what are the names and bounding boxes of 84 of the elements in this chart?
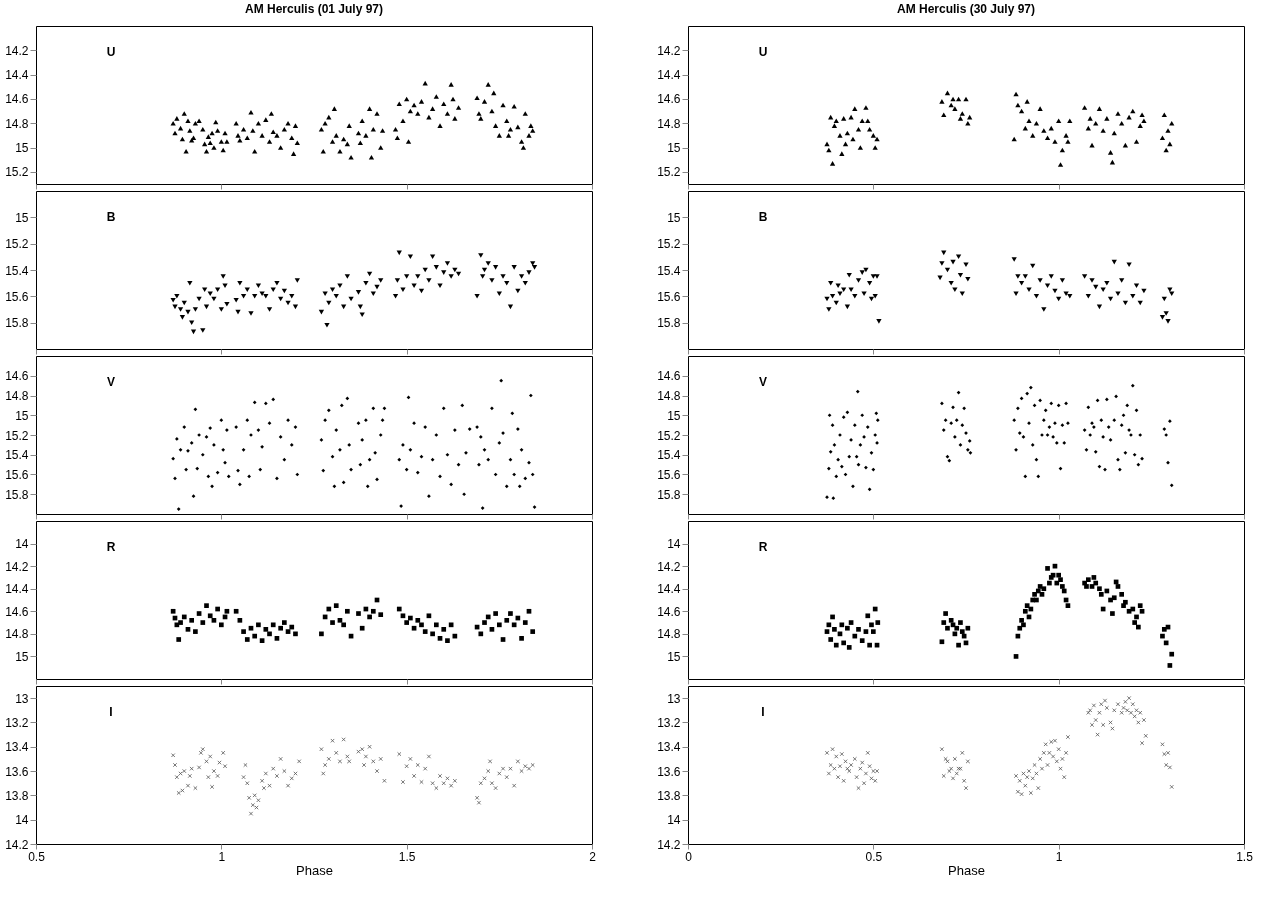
- annotation: V: [758, 375, 768, 389]
- x-tick-label: 0.5: [865, 849, 883, 864]
- chart-title: AM Herculis (30 July 97): [896, 2, 1036, 16]
- y-tick-label: 14.2: [657, 837, 681, 852]
- x-tick-label: 2: [589, 849, 597, 864]
- annotation: B: [758, 210, 768, 224]
- y-tick-label: 15: [15, 141, 29, 156]
- y-tick-label: 15.8: [657, 316, 681, 331]
- y-tick-label: 15.2: [5, 237, 29, 252]
- y-tick-label: 13.2: [5, 715, 29, 730]
- y-tick-label: 15.6: [657, 289, 681, 304]
- y-tick-label: 14.4: [657, 68, 681, 83]
- y-tick-label: 13: [15, 691, 29, 706]
- y-tick-label: 14.8: [657, 116, 681, 131]
- y-tick-label: 14: [15, 813, 29, 828]
- y-tick-label: 15.2: [657, 165, 681, 180]
- y-tick-label: 14.6: [5, 92, 29, 107]
- y-tick-label: 15: [667, 649, 681, 664]
- y-tick-label: 15.2: [657, 237, 681, 252]
- y-tick-label: 15.8: [5, 487, 29, 502]
- y-tick-label: 15.6: [657, 468, 681, 482]
- y-tick-label: 15: [667, 210, 681, 225]
- annotation: U: [106, 45, 116, 59]
- annotation: U: [758, 45, 768, 59]
- x-tick-label: 0: [685, 849, 693, 864]
- y-tick-label: 15.6: [5, 289, 29, 304]
- annotation: B: [106, 210, 116, 224]
- y-tick-label: 15: [667, 141, 681, 156]
- y-tick-label: 14.6: [657, 604, 681, 619]
- x-tick-label: 0.5: [28, 849, 46, 864]
- y-tick-label: 15: [15, 649, 29, 664]
- y-tick-label: 14.2: [5, 837, 29, 852]
- y-tick-label: 15.2: [5, 428, 29, 443]
- y-tick-label: 15.4: [5, 263, 29, 278]
- y-tick-label: 14.8: [5, 627, 29, 642]
- y-tick-label: 13.4: [5, 740, 29, 755]
- y-tick-label: 15: [667, 408, 681, 423]
- y-tick-label: 14.2: [5, 43, 29, 58]
- y-tick-label: 15.4: [5, 448, 29, 463]
- y-tick-label: 15.4: [657, 448, 681, 463]
- x-axis-title: Phase: [948, 862, 985, 878]
- y-tick-label: 14: [667, 537, 681, 552]
- y-tick-label: 13.8: [5, 788, 29, 803]
- chart-title: AM Herculis (01 July 97): [244, 2, 384, 16]
- y-tick-label: 14.4: [5, 582, 29, 597]
- y-tick-label: 14.2: [657, 43, 681, 58]
- y-tick-label: 14.8: [657, 627, 681, 642]
- x-tick-label: 1: [1055, 849, 1063, 864]
- y-tick-label: 15.2: [657, 428, 681, 443]
- annotation: R: [106, 540, 116, 554]
- y-tick-label: 13.6: [5, 764, 29, 779]
- y-tick-label: 15.6: [5, 468, 29, 482]
- y-tick-label: 15.8: [5, 316, 29, 331]
- y-tick-label: 14.8: [5, 389, 29, 403]
- y-tick-label: 14.6: [5, 369, 29, 384]
- y-tick-label: 13.2: [657, 715, 681, 730]
- y-tick-label: 15.4: [657, 263, 681, 278]
- y-tick-label: 14.2: [5, 559, 29, 574]
- y-tick-label: 15: [15, 408, 29, 423]
- y-tick-label: 15: [15, 210, 29, 225]
- y-tick-label: 13.6: [657, 764, 681, 779]
- y-tick-label: 14.8: [5, 116, 29, 131]
- y-tick-label: 14.6: [5, 604, 29, 619]
- y-tick-label: 14.2: [657, 559, 681, 574]
- x-tick-label: 1.5: [398, 849, 416, 864]
- y-tick-label: 15.2: [5, 165, 29, 180]
- y-tick-label: 14.8: [657, 389, 681, 403]
- y-tick-label: 14.4: [657, 582, 681, 597]
- annotation: I: [109, 705, 113, 719]
- y-tick-label: 13.8: [657, 788, 681, 803]
- x-axis-title: Phase: [296, 862, 333, 878]
- y-tick-label: 14: [15, 537, 29, 552]
- y-tick-label: 14.4: [5, 68, 29, 83]
- x-tick-label: 1: [218, 849, 226, 864]
- y-tick-label: 14.6: [657, 92, 681, 107]
- y-tick-label: 15.8: [657, 487, 681, 502]
- annotation: I: [761, 705, 765, 719]
- y-tick-label: 14: [667, 813, 681, 828]
- y-tick-label: 14.6: [657, 369, 681, 384]
- annotation: R: [758, 540, 768, 554]
- annotation: V: [106, 375, 116, 389]
- x-tick-label: 1.5: [1236, 849, 1254, 864]
- y-tick-label: 13: [667, 691, 681, 706]
- y-tick-label: 13.4: [657, 740, 681, 755]
